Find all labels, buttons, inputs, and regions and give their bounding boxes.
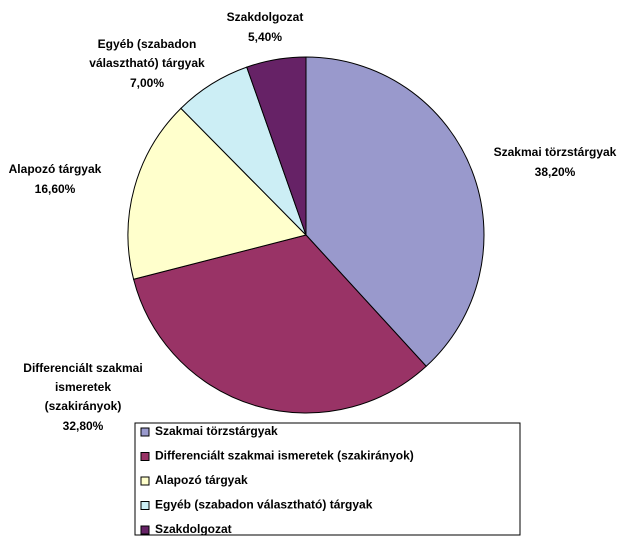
legend-label: Szakmai törzstárgyak — [155, 424, 278, 438]
slice-label: Alapozó tárgyak — [9, 162, 102, 176]
legend-swatch — [140, 427, 150, 437]
legend-swatch — [140, 525, 150, 535]
legend-label: Alapozó tárgyak — [155, 473, 248, 487]
legend-swatch — [140, 476, 150, 486]
legend-label: Szakdolgozat — [155, 522, 232, 536]
value-label: 7,00% — [130, 76, 164, 90]
legend-label: Differenciált szakmai ismeretek (szakirá… — [155, 449, 414, 463]
value-label: 32,80% — [63, 419, 104, 433]
legend-swatch — [140, 452, 150, 461]
pie-slice — [305, 56, 485, 367]
pie-slice — [132, 234, 427, 414]
slice-label: Szakdolgozat — [227, 10, 304, 24]
legend-box — [134, 422, 521, 536]
slice-label: Egyéb (szabadon választható) tárgyak — [89, 37, 205, 70]
slice-label: Differenciált szakmai ismeretek (szakirány… — [23, 361, 142, 413]
value-label: 16,60% — [35, 182, 76, 196]
slice-label: Szakmai törzstárgyak — [494, 145, 617, 159]
pie-slice — [246, 56, 307, 236]
legend-label: Egyéb (szabadon választható) tárgyak — [155, 498, 373, 512]
legend-swatch — [140, 501, 150, 510]
value-label: 5,40% — [248, 30, 282, 44]
pie-slice — [127, 107, 307, 280]
value-label: 38,20% — [535, 165, 576, 179]
